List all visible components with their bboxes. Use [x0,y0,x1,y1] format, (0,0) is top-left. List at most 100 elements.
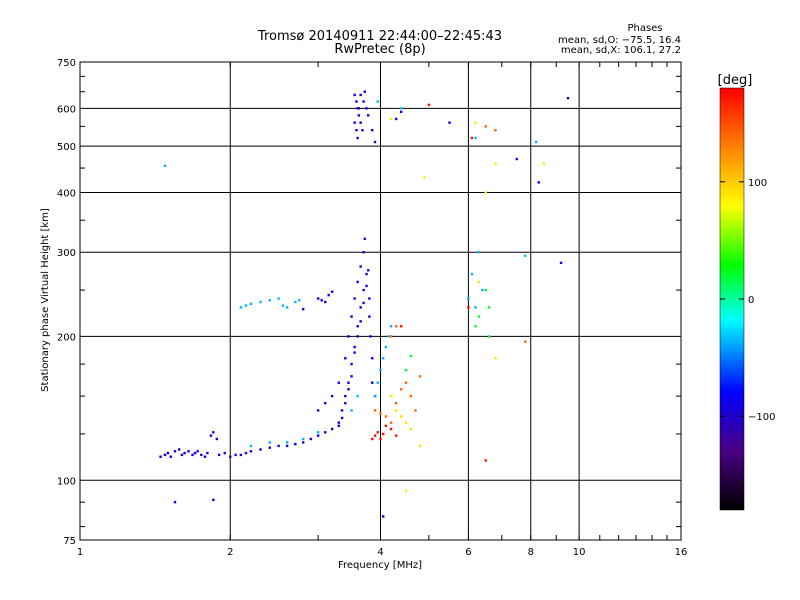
data-point [379,437,382,441]
y-tick-label: 500 [57,142,76,153]
data-point [384,345,388,349]
data-point [389,117,393,121]
data-point [249,302,253,305]
data-point [387,335,390,338]
data-point [381,432,385,436]
data-point [316,297,320,300]
data-point [362,251,365,254]
data-point [487,306,491,309]
y-tick-label: 200 [57,332,76,343]
x-tick-label: 4 [377,547,383,558]
data-point [347,335,350,338]
data-point [356,335,359,338]
data-point [362,100,365,103]
data-point [494,357,497,360]
data-point [249,444,253,448]
data-point [356,107,359,110]
data-point [362,288,365,292]
data-point [163,164,167,167]
data-point [534,140,538,144]
data-point [183,451,186,455]
data-point [212,431,215,434]
x-tick-label: 6 [465,547,471,558]
x-axis-label: Frequency [MHz] [338,560,422,571]
data-point [239,306,243,309]
data-points [159,90,570,518]
x-tick-label: 1 [77,547,83,558]
data-point [239,453,243,457]
data-point [344,394,347,398]
data-point [389,427,393,431]
data-point [359,306,362,309]
data-point [559,261,563,265]
data-point [177,448,181,451]
x-tick-label: 16 [675,547,688,558]
data-point [484,191,487,194]
phases-x-stats: mean, sd,X: 106.1, 27.2 [561,45,681,56]
data-point [294,300,297,304]
data-point [249,450,253,453]
colorbar-tick-label: 0 [748,295,754,306]
data-point [376,381,379,384]
data-point [244,304,248,307]
data-point [234,453,237,457]
data-point [414,409,417,412]
y-tick-label: 400 [57,188,76,199]
x-tick-label: 10 [573,547,586,558]
data-point [474,121,477,124]
data-point [371,381,374,384]
data-point [524,340,527,343]
x-axis-ticks: 1 2 4 6 8 10 16 [77,62,688,558]
data-point [277,444,280,448]
data-point [173,450,177,453]
data-point [477,315,481,318]
data-point [394,325,398,328]
data-point [371,128,374,132]
data-point [376,100,379,103]
data-point [389,325,393,328]
phases-o-stats: mean, sd,O: −75.5, 16.4 [558,35,681,46]
y-axis-label: Stationary phase Virtual Height [km] [40,208,51,392]
data-point [356,280,359,284]
data-point [353,93,356,97]
data-point [363,237,366,241]
data-point [381,515,385,518]
data-point [340,416,344,420]
data-point [394,117,398,121]
data-point [368,315,371,318]
data-point [369,335,372,338]
data-point [347,381,350,384]
data-point [394,401,398,405]
data-point [409,394,412,398]
grid-lines [80,62,681,540]
data-point [359,265,362,268]
data-point [285,441,289,444]
data-point [350,315,353,318]
data-point [484,459,487,462]
data-point [356,394,359,398]
y-tick-label: 600 [57,104,76,115]
data-point [359,121,362,124]
data-point [367,269,370,272]
data-point [203,455,207,458]
data-point [399,110,403,114]
data-point [196,450,199,453]
data-point [481,288,484,292]
y-tick-label: 75 [63,536,76,547]
data-point [484,288,487,292]
data-point [427,103,431,107]
data-point [373,394,377,398]
data-point [362,301,365,305]
data-point [409,427,412,431]
colorbar: [deg] 100 0 −100 [718,73,775,511]
data-point [365,107,368,110]
data-point [324,300,327,304]
data-point [474,325,477,328]
data-point [344,357,347,360]
data-point [320,299,323,302]
data-point [350,409,353,412]
data-point [309,437,312,441]
data-point [566,96,570,100]
data-point [389,421,393,424]
data-point [340,409,344,412]
